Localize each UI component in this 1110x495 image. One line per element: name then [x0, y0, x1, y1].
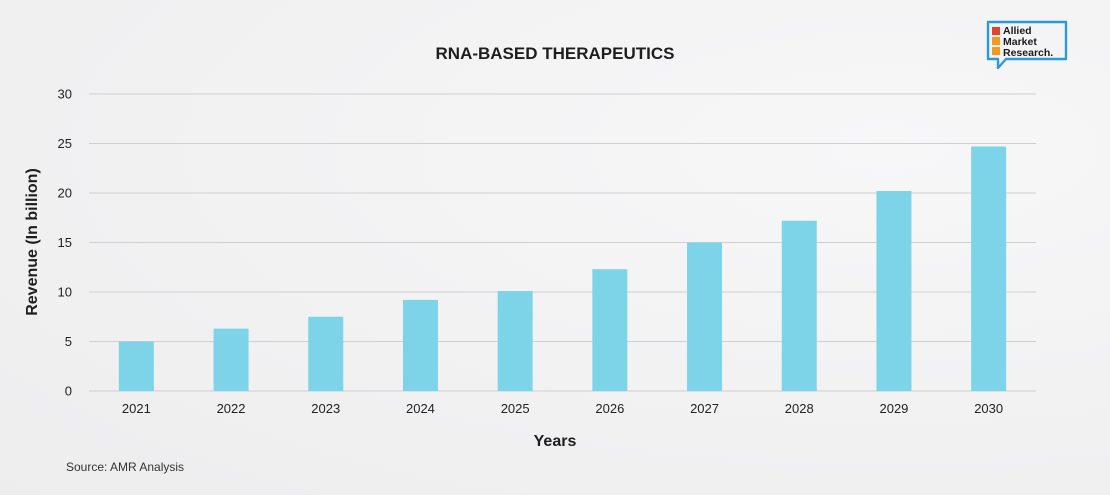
chart-title: RNA-BASED THERAPEUTICS	[436, 44, 675, 63]
y-axis-title: Revenue (In billion)	[24, 168, 41, 316]
y-tick-label: 30	[58, 87, 72, 102]
y-tick-label: 5	[65, 334, 72, 349]
logo-line-3: Research.	[1003, 47, 1053, 59]
logo-bubble-icon	[986, 20, 1068, 70]
bar-2025	[497, 291, 533, 391]
logo-line-1: Allied	[1003, 25, 1032, 37]
bar-2027	[687, 242, 723, 391]
x-tick-label: 2024	[406, 401, 435, 416]
x-tick-label: 2025	[501, 401, 530, 416]
source-note: Source: AMR Analysis	[66, 460, 184, 474]
bar-2026	[592, 269, 628, 391]
bar-2023	[308, 316, 344, 391]
x-axis-ticks: 2021 2022 2023 2024 2025 2026 2027 2028 2029 2030	[122, 401, 1003, 416]
bar-2024	[402, 299, 438, 391]
y-tick-label: 0	[65, 384, 72, 399]
bar-2021	[118, 341, 154, 391]
allied-market-research-logo: Allied Market Research.	[986, 20, 1068, 70]
x-tick-label: 2028	[785, 401, 814, 416]
y-tick-label: 25	[58, 136, 72, 151]
x-tick-label: 2027	[690, 401, 719, 416]
logo-square-icon	[992, 37, 1000, 45]
x-tick-label: 2029	[879, 401, 908, 416]
x-axis-title: Years	[534, 433, 577, 450]
bar-2022	[213, 328, 249, 391]
bar-2030	[971, 146, 1007, 391]
y-tick-label: 20	[58, 186, 72, 201]
logo-square-icon	[992, 27, 1000, 35]
y-tick-label: 15	[58, 235, 72, 250]
bar-2029	[876, 191, 912, 391]
y-axis-ticks: 0 5 10 15 20 25 30	[58, 87, 72, 399]
x-tick-label: 2022	[217, 401, 246, 416]
bars	[118, 146, 1007, 391]
logo-line-2: Market	[1003, 36, 1037, 48]
bar-2028	[781, 220, 817, 391]
x-tick-label: 2023	[311, 401, 340, 416]
logo-square-icon	[992, 47, 1000, 55]
x-tick-label: 2030	[974, 401, 1003, 416]
x-tick-label: 2026	[595, 401, 624, 416]
x-tick-label: 2021	[122, 401, 151, 416]
y-tick-label: 10	[58, 285, 72, 300]
